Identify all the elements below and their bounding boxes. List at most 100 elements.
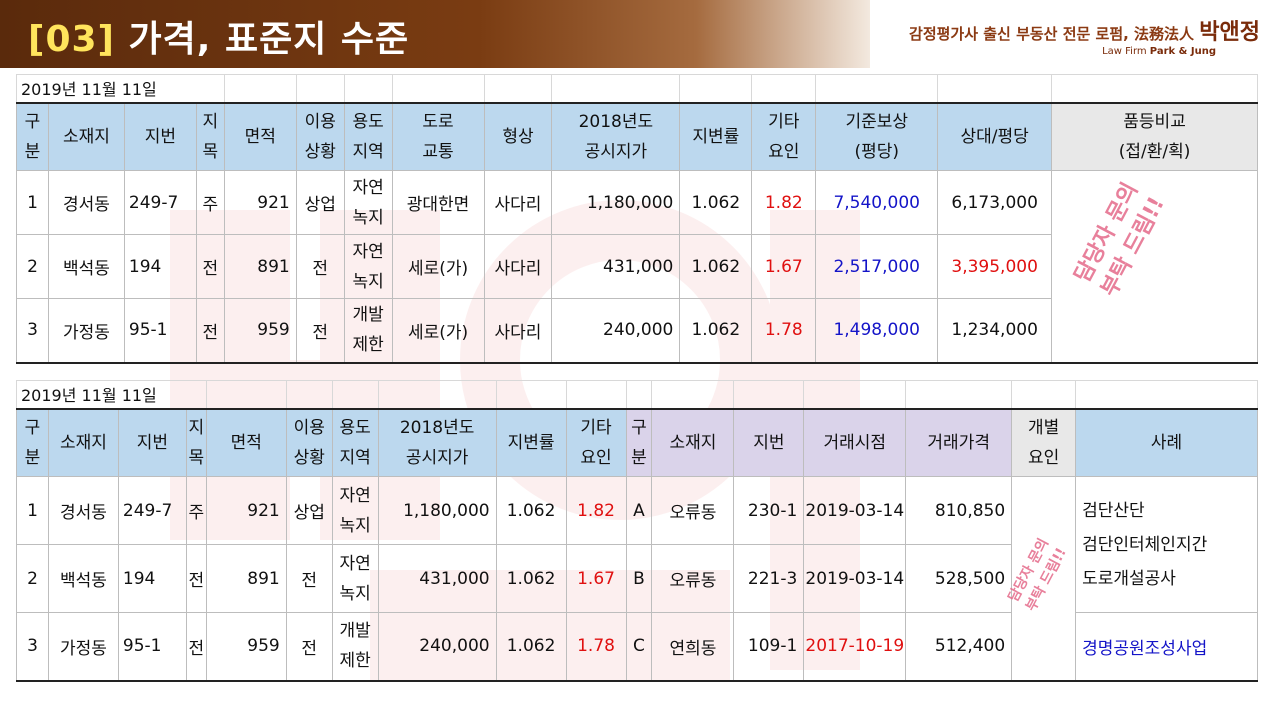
column-header: 지번 <box>733 407 805 477</box>
column-header: 지번 <box>123 101 197 171</box>
cell-price: 431,000 <box>551 234 681 299</box>
column-header: 지변률 <box>495 407 567 477</box>
title-band: [03] 가격, 표준지 수준 <box>0 0 870 68</box>
cell-cloc: 연희동 <box>651 612 735 682</box>
cell-shape: 사다리 <box>483 298 553 364</box>
cell-cloc: 오류동 <box>651 544 735 613</box>
column-header: 면적 <box>223 101 297 171</box>
column-header: 형상 <box>483 101 553 171</box>
brand-en-name: Park & Jung <box>1149 46 1216 57</box>
column-header: 거래시점 <box>803 407 907 477</box>
column-header: 상대/평당 <box>937 101 1053 171</box>
cell-rel: 3,395,000 <box>937 234 1053 299</box>
table-row: 2 백석동 194 전 891 전 자연 녹지 431,000 1.062 1.67 B 오류동 221-… <box>16 544 1258 613</box>
cell-cprice: 528,500 <box>905 544 1013 613</box>
cell-jimok: 전 <box>185 544 207 613</box>
cell-jimok: 주 <box>185 476 207 545</box>
cell-loc: 백석동 <box>47 544 119 613</box>
brand-name: 박앤정 <box>1199 20 1260 45</box>
cell-zone: 자연 녹지 <box>331 544 379 613</box>
case-description: 경명공원조성사업 <box>1075 612 1258 682</box>
column-header: 사례 <box>1075 407 1258 477</box>
cell-cprice: 810,850 <box>905 476 1013 545</box>
column-header: 개별 요인 <box>1011 407 1077 477</box>
cell-lot: 95-1 <box>123 298 197 364</box>
column-header: 소재지 <box>47 407 119 477</box>
cell-loc: 경서동 <box>47 170 125 235</box>
column-header: 2018년도 공시지가 <box>551 101 681 171</box>
cell-no: 3 <box>16 298 49 364</box>
cell-cprice: 512,400 <box>905 612 1013 682</box>
column-header: 지변률 <box>679 101 753 171</box>
cell-area: 891 <box>205 544 287 613</box>
cell-price: 1,180,000 <box>551 170 681 235</box>
cell-no: 1 <box>16 170 49 235</box>
cell-area: 921 <box>205 476 287 545</box>
cell-no: 2 <box>16 544 49 613</box>
cell-cno: C <box>625 612 653 682</box>
cell-cdate: 2019-03-14 <box>803 476 907 545</box>
brand-en-prefix: Law Firm <box>1102 46 1150 57</box>
cell-road: 광대한면 <box>391 170 485 235</box>
brand-logo: 감정평가사 출신 부동산 전문 로펌, 法務法人 박앤정 Law Firm Pa… <box>909 14 1260 57</box>
cell-clot: 221-3 <box>733 544 805 613</box>
cell-area: 921 <box>223 170 297 235</box>
table-row: 2 백석동 194 전 891 전 자연 녹지 세로(가) 사다리 431,000 1.062 1.67… <box>16 234 1258 299</box>
column-header: 지번 <box>117 407 187 477</box>
cell-road: 세로(가) <box>391 234 485 299</box>
title-text: 가격, 표준지 수준 <box>115 19 410 60</box>
cell-cdate: 2019-03-14 <box>803 544 907 613</box>
cell-jimok: 전 <box>195 234 225 299</box>
cell-use: 상업 <box>295 170 345 235</box>
cell-base: 1,498,000 <box>815 298 939 364</box>
cell-loc: 백석동 <box>47 234 125 299</box>
cell-no: 2 <box>16 234 49 299</box>
cell-rel: 1,234,000 <box>937 298 1053 364</box>
transaction-case-table: 2019년 11월 11일 구 분 소재지 지번 지 목 면적 이용 상황 용도 지역 2018년도 공… <box>16 380 1258 682</box>
date-row: 2019년 11월 11일 <box>16 380 1258 409</box>
date-row: 2019년 11월 11일 <box>16 74 1258 103</box>
table-row: 3 가정동 95-1 전 959 전 개발 제한 세로(가) 사다리 240,000 1.062 1.7… <box>16 298 1258 364</box>
cell-factor: 1.82 <box>565 476 627 545</box>
cell-clot: 109-1 <box>733 612 805 682</box>
cell-area: 959 <box>223 298 297 364</box>
cell-price: 431,000 <box>377 544 497 613</box>
column-header: 이용 상황 <box>295 101 345 171</box>
cell-no: 3 <box>16 612 49 682</box>
cell-base: 2,517,000 <box>815 234 939 299</box>
cell-area: 959 <box>205 612 287 682</box>
cell-use: 전 <box>295 298 345 364</box>
column-header: 품등비교 (접/환/획) <box>1051 101 1258 171</box>
table-row: 1 경서동 249-7 주 921 상업 자연 녹지 1,180,000 1.062 1.82 A 오류… <box>16 476 1258 682</box>
cell-price: 240,000 <box>551 298 681 364</box>
table-header-row: 구 분 소재지 지번 지 목 면적 이용 상황 용도 지역 2018년도 공시지가 지변률 기타 요인 구 분 소재… <box>16 407 1258 477</box>
column-header: 용도 지역 <box>331 407 379 477</box>
cell-zone: 개발 제한 <box>343 298 393 364</box>
cell-no: 1 <box>16 476 49 545</box>
column-header: 거래가격 <box>905 407 1013 477</box>
cell-base: 7,540,000 <box>815 170 939 235</box>
cell-rate: 1.062 <box>495 612 567 682</box>
cell-shape: 사다리 <box>483 234 553 299</box>
table-row: 3 가정동 95-1 전 959 전 개발 제한 240,000 1.062 1.78 C 연희동 109… <box>16 612 1258 682</box>
cell-clot: 230-1 <box>733 476 805 545</box>
cell-rel: 6,173,000 <box>937 170 1053 235</box>
cell-factor: 1.67 <box>751 234 817 299</box>
brand-tagline: 감정평가사 출신 부동산 전문 로펌, 法務法人 <box>909 25 1200 43</box>
cell-shape: 사다리 <box>483 170 553 235</box>
column-header: 2018년도 공시지가 <box>377 407 497 477</box>
cell-lot: 95-1 <box>117 612 187 682</box>
cell-lot: 249-7 <box>123 170 197 235</box>
title-code: [03] <box>28 19 116 60</box>
standard-land-table: 2019년 11월 11일 구 분 소재지 지번 지 목 면적 이용 상황 용도 지역 도로 교통 형상 2… <box>16 74 1258 364</box>
cell-cno: A <box>625 476 653 545</box>
cell-jimok: 전 <box>195 298 225 364</box>
cell-factor: 1.78 <box>751 298 817 364</box>
cell-zone: 자연 녹지 <box>343 234 393 299</box>
column-header: 소재지 <box>47 101 125 171</box>
table-header-row: 구 분 소재지 지번 지 목 면적 이용 상황 용도 지역 도로 교통 형상 2018년도 공시지가 지변률 기타… <box>16 101 1258 171</box>
case-description: 검단산단 검단인터체인지간 도로개설공사 <box>1075 476 1258 613</box>
